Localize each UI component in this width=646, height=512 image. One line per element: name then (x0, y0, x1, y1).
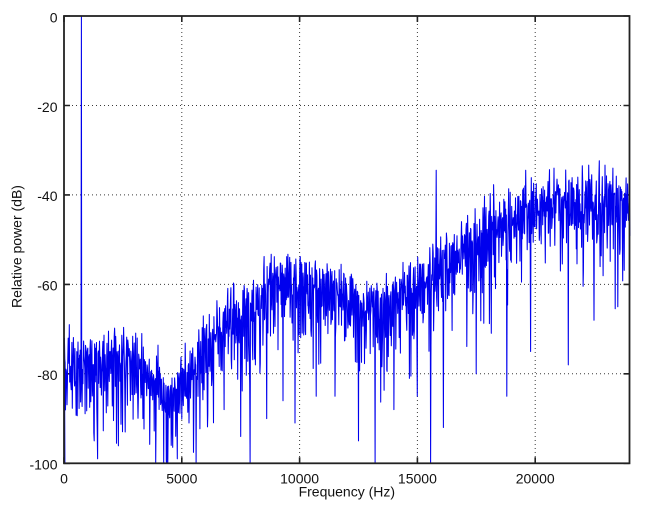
svg-text:10000: 10000 (280, 470, 319, 486)
svg-text:-20: -20 (37, 99, 57, 115)
svg-text:15000: 15000 (398, 470, 437, 486)
svg-text:Relative power (dB): Relative power (dB) (9, 185, 25, 308)
svg-text:-80: -80 (37, 367, 57, 383)
svg-text:0: 0 (60, 470, 68, 486)
svg-text:-40: -40 (37, 188, 57, 204)
svg-text:Frequency (Hz): Frequency (Hz) (299, 484, 395, 500)
svg-text:20000: 20000 (516, 470, 555, 486)
svg-text:-60: -60 (37, 278, 57, 294)
svg-text:-100: -100 (29, 457, 57, 473)
svg-text:5000: 5000 (166, 470, 197, 486)
svg-text:0: 0 (50, 9, 58, 25)
